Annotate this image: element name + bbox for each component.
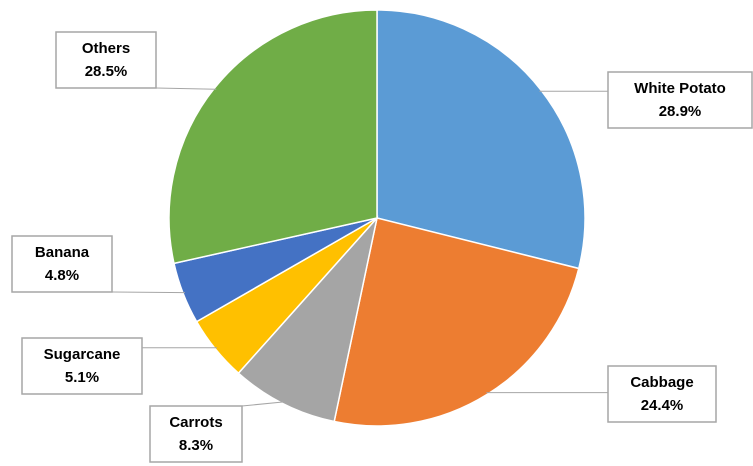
- value-label: 24.4%: [641, 397, 684, 414]
- pie-slice: [333, 217, 580, 427]
- pie-slice: [376, 9, 586, 270]
- value-label: 8.3%: [179, 437, 213, 454]
- leader-line: [241, 401, 285, 407]
- pie-slice: [168, 9, 378, 265]
- label-box: [607, 365, 717, 423]
- category-label: Others: [82, 40, 130, 57]
- category-label: Carrots: [169, 414, 222, 431]
- label-box: [11, 235, 113, 293]
- pie-slice: [237, 215, 379, 423]
- label-box: [21, 337, 143, 395]
- category-label: White Potato: [634, 80, 726, 97]
- value-label: 4.8%: [45, 267, 79, 284]
- category-label: Sugarcane: [44, 346, 121, 363]
- value-label: 5.1%: [65, 369, 99, 386]
- label-box: [607, 71, 753, 129]
- leader-line: [155, 87, 217, 90]
- value-label: 28.9%: [659, 103, 702, 120]
- leader-line: [111, 291, 185, 294]
- category-label: Banana: [35, 244, 90, 261]
- value-label: 28.5%: [85, 63, 128, 80]
- label-box: [55, 31, 157, 89]
- category-label: Cabbage: [630, 374, 693, 391]
- label-box: [149, 405, 243, 463]
